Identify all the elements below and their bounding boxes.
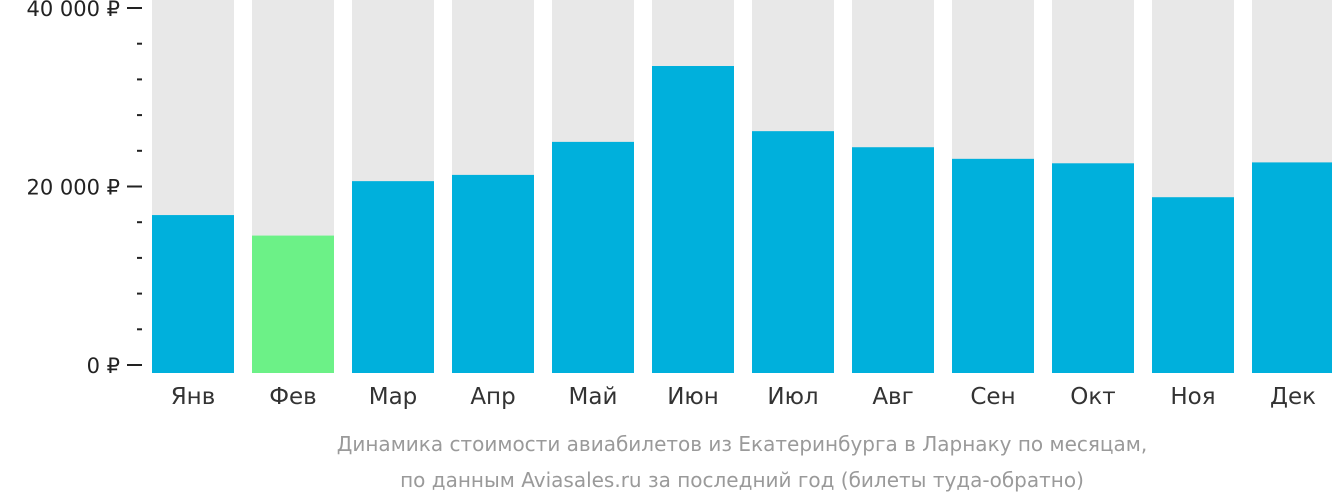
x-tick-label: Апр [470, 384, 515, 410]
bar [452, 174, 534, 373]
bar [952, 158, 1034, 373]
bar [652, 66, 734, 373]
price-bar-chart: 0 ₽ 20 000 ₽ 40 000 ₽ Янв Фев Мар Апр Май Июн Ию… [26, 0, 1332, 410]
x-tick-label: Окт [1070, 384, 1115, 410]
x-tick-label: Дек [1270, 384, 1316, 410]
x-axis-labels: Янв Фев Мар Апр Май Июн Июл Авг Сен Окт Ноя Дек [171, 384, 1316, 410]
bar [352, 181, 434, 373]
bar [852, 147, 934, 373]
chart-caption-line-2: по данным Aviasales.ru за последний год … [400, 468, 1084, 492]
x-tick-label: Июл [767, 384, 818, 410]
x-tick-label: Июн [667, 384, 719, 410]
x-tick-label: Ноя [1170, 384, 1215, 410]
bar [1252, 162, 1332, 373]
bar [752, 131, 834, 373]
bar-highlighted [252, 235, 334, 373]
bar [552, 141, 634, 373]
x-tick-label: Мар [369, 384, 418, 410]
y-tick-label: 0 ₽ [87, 354, 120, 378]
y-tick-label: 20 000 ₽ [26, 176, 120, 200]
chart-caption-line-1: Динамика стоимости авиабилетов из Екатер… [336, 432, 1148, 456]
x-tick-label: Фев [269, 384, 317, 410]
bar [1152, 197, 1234, 373]
x-tick-label: Май [569, 384, 618, 410]
y-axis: 0 ₽ 20 000 ₽ 40 000 ₽ [26, 0, 142, 378]
x-tick-label: Янв [171, 384, 216, 410]
x-tick-label: Авг [872, 384, 913, 410]
y-tick-label: 40 000 ₽ [26, 0, 120, 21]
bars [152, 0, 1332, 373]
bar [1052, 163, 1134, 373]
bar [152, 215, 234, 373]
x-tick-label: Сен [970, 384, 1015, 410]
